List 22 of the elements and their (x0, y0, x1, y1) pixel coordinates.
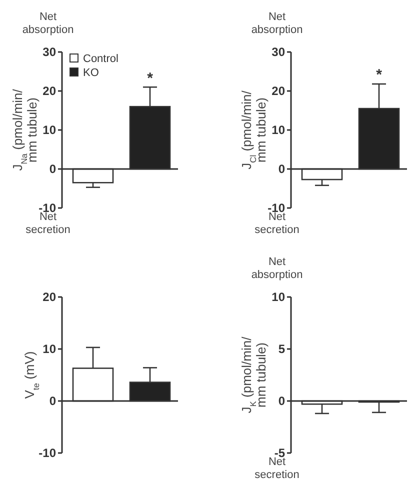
y-tick-label: 20 (42, 290, 56, 304)
y-tick-label: 0 (49, 394, 56, 408)
legend-label: Control (83, 52, 118, 65)
y-tick-label: 0 (278, 394, 286, 408)
y-tick-label: 0 (49, 162, 56, 176)
y-tick-label: 20 (272, 84, 286, 98)
text: Net absorption (22, 11, 74, 36)
y-tick-label: 10 (42, 342, 56, 356)
y-tick-label: 30 (42, 45, 56, 60)
text: Net absorption (251, 256, 303, 282)
y-tick-label: 30 (272, 45, 286, 60)
annotation: * (376, 66, 382, 84)
annotation: * (147, 70, 154, 88)
y-tick-label: 10 (42, 123, 56, 138)
legend-label: KO (83, 66, 100, 79)
y-tick-label: 0 (278, 162, 286, 176)
text: Net absorption (251, 11, 303, 36)
y-tick-label: 10 (272, 290, 286, 304)
y-tick-label: -10 (38, 446, 56, 460)
y-tick-label: 10 (272, 123, 286, 138)
y-tick-label: 5 (278, 342, 286, 356)
y-tick-label: 20 (42, 84, 56, 98)
